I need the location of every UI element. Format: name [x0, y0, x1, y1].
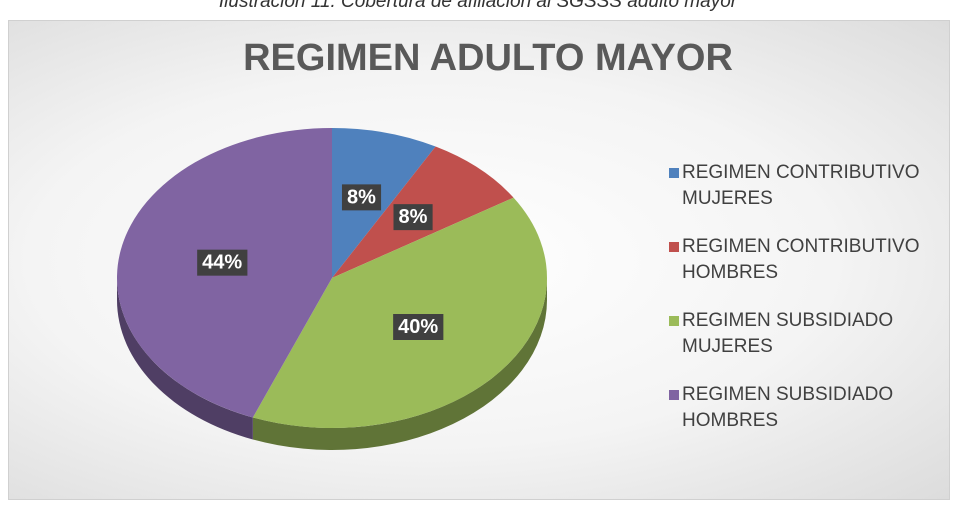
legend-label: REGIMEN SUBSIDIADO MUJERES — [682, 310, 894, 357]
data-label-text: 8% — [347, 186, 376, 208]
slice — [332, 128, 436, 278]
data-label-box — [197, 249, 248, 276]
legend-swatch — [669, 316, 679, 326]
legend-label: REGIMEN CONTRIBUTIVO MUJERES — [682, 162, 920, 209]
legend-label: REGIMEN CONTRIBUTIVO HOMBRES — [682, 236, 920, 283]
legend-entry: REGIMEN SUBSIDIADO HOMBRES — [669, 382, 952, 434]
data-label: 8% — [341, 184, 382, 211]
legend-entry: REGIMEN CONTRIBUTIVO HOMBRES — [669, 234, 952, 286]
legend-swatch — [669, 390, 679, 400]
chart-title: REGIMEN ADULTO MAYOR — [243, 37, 733, 79]
legend-entry: REGIMEN SUBSIDIADO MUJERES — [669, 308, 952, 360]
data-label-box — [341, 184, 382, 211]
data-label: 40% — [393, 314, 444, 341]
legend-entry: REGIMEN CONTRIBUTIVO MUJERES — [669, 160, 952, 212]
data-label: 8% — [393, 204, 433, 231]
slice-side — [252, 278, 548, 450]
data-label-box — [393, 314, 444, 341]
data-label-text: 44% — [202, 252, 242, 274]
caption: Ilustración 11. Cobertura de afiliación … — [218, 0, 738, 12]
slice-side — [117, 278, 253, 440]
data-label-text: 8% — [398, 206, 427, 228]
data-label-text: 40% — [398, 316, 438, 338]
data-label-box — [393, 204, 433, 231]
legend-label: REGIMEN SUBSIDIADO HOMBRES — [682, 384, 894, 431]
legend-swatch — [669, 242, 679, 252]
legend-swatch — [669, 168, 679, 178]
slice — [252, 197, 548, 428]
data-label: 44% — [197, 249, 248, 276]
